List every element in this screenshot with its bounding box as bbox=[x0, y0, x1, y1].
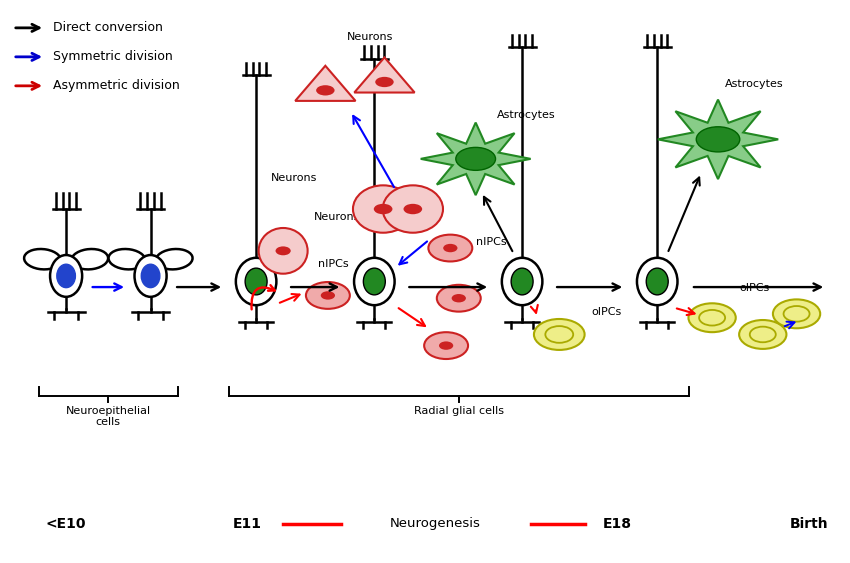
Ellipse shape bbox=[156, 249, 193, 270]
Text: Symmetric division: Symmetric division bbox=[54, 50, 173, 64]
Ellipse shape bbox=[258, 228, 308, 274]
Ellipse shape bbox=[424, 332, 468, 359]
Text: Direct conversion: Direct conversion bbox=[54, 21, 163, 34]
Ellipse shape bbox=[71, 249, 108, 270]
Text: Birth: Birth bbox=[790, 517, 829, 531]
Ellipse shape bbox=[696, 127, 740, 152]
Ellipse shape bbox=[740, 320, 786, 349]
Text: E18: E18 bbox=[603, 517, 632, 531]
Ellipse shape bbox=[439, 341, 453, 350]
Ellipse shape bbox=[375, 77, 394, 87]
Text: Neurons: Neurons bbox=[314, 212, 360, 222]
Text: oIPCs: oIPCs bbox=[740, 283, 769, 293]
Text: E11: E11 bbox=[233, 517, 262, 531]
Polygon shape bbox=[354, 57, 415, 92]
Ellipse shape bbox=[451, 294, 466, 302]
Ellipse shape bbox=[109, 249, 145, 270]
Text: Neurons: Neurons bbox=[347, 32, 394, 42]
Text: Neurons: Neurons bbox=[271, 173, 317, 184]
Ellipse shape bbox=[134, 255, 167, 297]
Text: nIPCs: nIPCs bbox=[318, 258, 348, 269]
Ellipse shape bbox=[534, 319, 585, 350]
Text: <E10: <E10 bbox=[46, 517, 87, 531]
Ellipse shape bbox=[24, 249, 61, 270]
Ellipse shape bbox=[502, 258, 542, 305]
Ellipse shape bbox=[275, 247, 291, 255]
Polygon shape bbox=[658, 100, 779, 179]
Ellipse shape bbox=[235, 258, 276, 305]
Ellipse shape bbox=[443, 244, 457, 252]
Text: Astrocytes: Astrocytes bbox=[725, 79, 784, 89]
Text: nIPCs: nIPCs bbox=[476, 238, 507, 248]
Ellipse shape bbox=[141, 264, 160, 288]
Ellipse shape bbox=[437, 285, 481, 312]
Ellipse shape bbox=[688, 303, 736, 332]
Ellipse shape bbox=[354, 258, 394, 305]
Polygon shape bbox=[295, 66, 355, 101]
Ellipse shape bbox=[50, 255, 82, 297]
Ellipse shape bbox=[456, 148, 496, 171]
Ellipse shape bbox=[374, 204, 393, 215]
Text: Astrocytes: Astrocytes bbox=[497, 110, 556, 120]
Ellipse shape bbox=[57, 264, 76, 288]
Ellipse shape bbox=[404, 204, 422, 215]
Ellipse shape bbox=[428, 235, 473, 261]
Text: Neurogenesis: Neurogenesis bbox=[390, 517, 481, 530]
Ellipse shape bbox=[306, 282, 350, 309]
Ellipse shape bbox=[353, 185, 413, 233]
Ellipse shape bbox=[363, 268, 385, 295]
Ellipse shape bbox=[511, 268, 533, 295]
Text: oIPCs: oIPCs bbox=[592, 307, 621, 317]
Ellipse shape bbox=[320, 291, 335, 300]
Ellipse shape bbox=[316, 85, 335, 96]
Ellipse shape bbox=[637, 258, 677, 305]
Ellipse shape bbox=[646, 268, 668, 295]
Ellipse shape bbox=[773, 300, 820, 328]
Text: Asymmetric division: Asymmetric division bbox=[54, 79, 180, 92]
Polygon shape bbox=[421, 123, 530, 195]
Ellipse shape bbox=[382, 185, 443, 233]
Text: Neuroepithelial
cells: Neuroepithelial cells bbox=[65, 406, 151, 427]
Ellipse shape bbox=[245, 268, 267, 295]
Text: Radial glial cells: Radial glial cells bbox=[414, 406, 504, 416]
